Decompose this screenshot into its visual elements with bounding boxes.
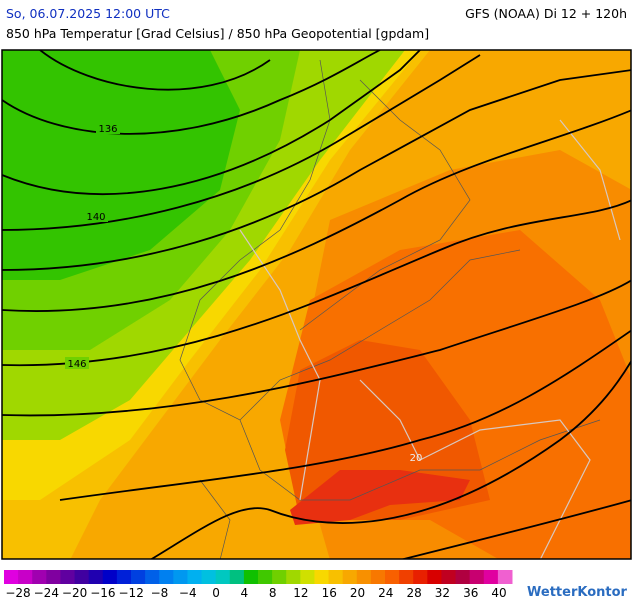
color-swatch <box>187 570 203 584</box>
logo: WetterKontor <box>527 585 628 600</box>
scale-label: 4 <box>241 586 249 600</box>
color-swatch <box>215 570 231 584</box>
scale-label: 36 <box>463 586 478 600</box>
color-swatch <box>385 570 400 584</box>
color-swatch <box>229 570 245 584</box>
color-swatch <box>18 570 33 584</box>
scale-label: 16 <box>322 586 337 600</box>
scale-label: −24 <box>34 586 59 600</box>
color-swatch <box>102 570 118 584</box>
color-swatch <box>258 570 273 584</box>
model: GFS (NOAA) Di 12 + 120h <box>465 6 627 21</box>
color-swatch <box>145 570 160 584</box>
scale-label: −20 <box>62 586 87 600</box>
color-swatch <box>300 570 315 584</box>
color-swatch <box>173 570 188 584</box>
contour-label: 146 <box>67 359 86 370</box>
scale-label: −28 <box>5 586 30 600</box>
scale-label: 0 <box>212 586 220 600</box>
color-swatch <box>483 570 499 584</box>
color-swatch <box>159 570 174 584</box>
color-swatch <box>356 570 372 584</box>
color-swatch <box>74 570 90 584</box>
color-swatch <box>243 570 259 584</box>
contour-label: 140 <box>86 212 105 223</box>
color-swatch <box>328 570 344 584</box>
scale-label: 40 <box>491 586 506 600</box>
scale-label: 12 <box>293 586 308 600</box>
scale-label: −16 <box>90 586 115 600</box>
color-swatch <box>427 570 442 584</box>
color-swatch <box>88 570 104 584</box>
scale-label: 8 <box>269 586 277 600</box>
color-swatch <box>32 570 47 584</box>
color-swatch <box>116 570 132 584</box>
scale-label: 24 <box>378 586 393 600</box>
color-swatch <box>131 570 146 584</box>
color-swatch <box>201 570 217 584</box>
scale-label: −4 <box>179 586 197 600</box>
scale-label: 28 <box>406 586 421 600</box>
color-swatch <box>286 570 301 584</box>
scale-label: −8 <box>151 586 169 600</box>
isotherm-label: 20 <box>410 453 423 464</box>
color-swatch <box>441 570 457 584</box>
color-swatch <box>399 570 414 584</box>
title: 850 hPa Temperatur [Grad Celsius] / 850 … <box>6 26 429 41</box>
color-swatch <box>455 570 471 584</box>
color-swatch <box>272 570 287 584</box>
scale-label: 32 <box>435 586 450 600</box>
color-swatch <box>342 570 358 584</box>
color-swatch <box>60 570 76 584</box>
date: So, 06.07.2025 12:00 UTC <box>6 6 170 21</box>
scale-label: −12 <box>119 586 144 600</box>
map: 136 140 146 20 <box>1 49 632 560</box>
color-swatch <box>497 570 513 584</box>
color-scale: −28 −24 −20 −16 −12 −8 −4 0 4 8 12 16 20 24 28 32 36 40 <box>4 570 513 600</box>
color-swatch <box>413 570 428 584</box>
color-swatch <box>469 570 485 584</box>
color-swatch <box>46 570 61 584</box>
color-swatch <box>4 570 19 584</box>
scale-label: 20 <box>350 586 365 600</box>
contour-label: 136 <box>98 124 117 135</box>
color-swatch <box>314 570 330 584</box>
color-swatch <box>370 570 386 584</box>
